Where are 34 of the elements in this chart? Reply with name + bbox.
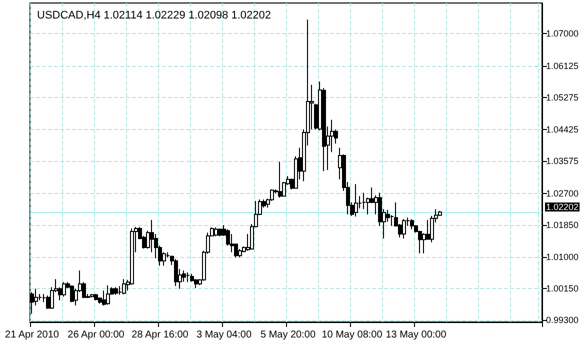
- y-tick-label: 1.04425: [546, 124, 579, 134]
- x-tick-label: 13 May 00:00: [386, 330, 447, 340]
- text: USDCAD,H4 1.02114 1.02229 1.02098 1.02202: [37, 10, 272, 22]
- candlestick: [90, 293, 94, 298]
- y-tick-label: 1.05275: [546, 92, 579, 103]
- candlestick: [410, 218, 414, 230]
- x-tick-label: 21 Apr 2010: [5, 330, 60, 340]
- ref-line-label: 1.02202: [546, 202, 579, 212]
- candlestick: [62, 282, 66, 298]
- candlestick: [186, 272, 190, 283]
- candlestick: [218, 228, 222, 237]
- x-tick-label: 28 Apr 16:00: [132, 330, 189, 340]
- y-tick-label: 1.03575: [546, 156, 579, 166]
- candlestick: [402, 218, 406, 240]
- candlestick: [70, 284, 74, 303]
- y-tick-label: 1.06125: [546, 61, 579, 72]
- y-tick-label: 1.07000: [546, 28, 579, 38]
- y-tick-label: 1.01000: [546, 252, 579, 262]
- y-tick-label: 1.02700: [546, 188, 579, 198]
- x-tick-label: 10 May 08:00: [322, 330, 383, 340]
- candlestick: [94, 293, 98, 301]
- candlestick: [114, 286, 118, 296]
- candlestick: [214, 226, 218, 237]
- candlestick: [354, 184, 358, 218]
- candlestick: [174, 258, 178, 287]
- y-tick-label: 1.00150: [546, 283, 579, 294]
- y-tick-label: 1.01850: [546, 220, 579, 230]
- candlestick: [122, 278, 126, 295]
- y-tick-label: 0.99300: [546, 315, 579, 326]
- x-tick-label: 5 May 20:00: [260, 330, 316, 340]
- candlestick: [106, 284, 110, 306]
- x-tick-label: 26 Apr 00:00: [68, 330, 125, 340]
- x-tick-label: 3 May 04:00: [196, 330, 252, 340]
- candlestick: [278, 161, 282, 198]
